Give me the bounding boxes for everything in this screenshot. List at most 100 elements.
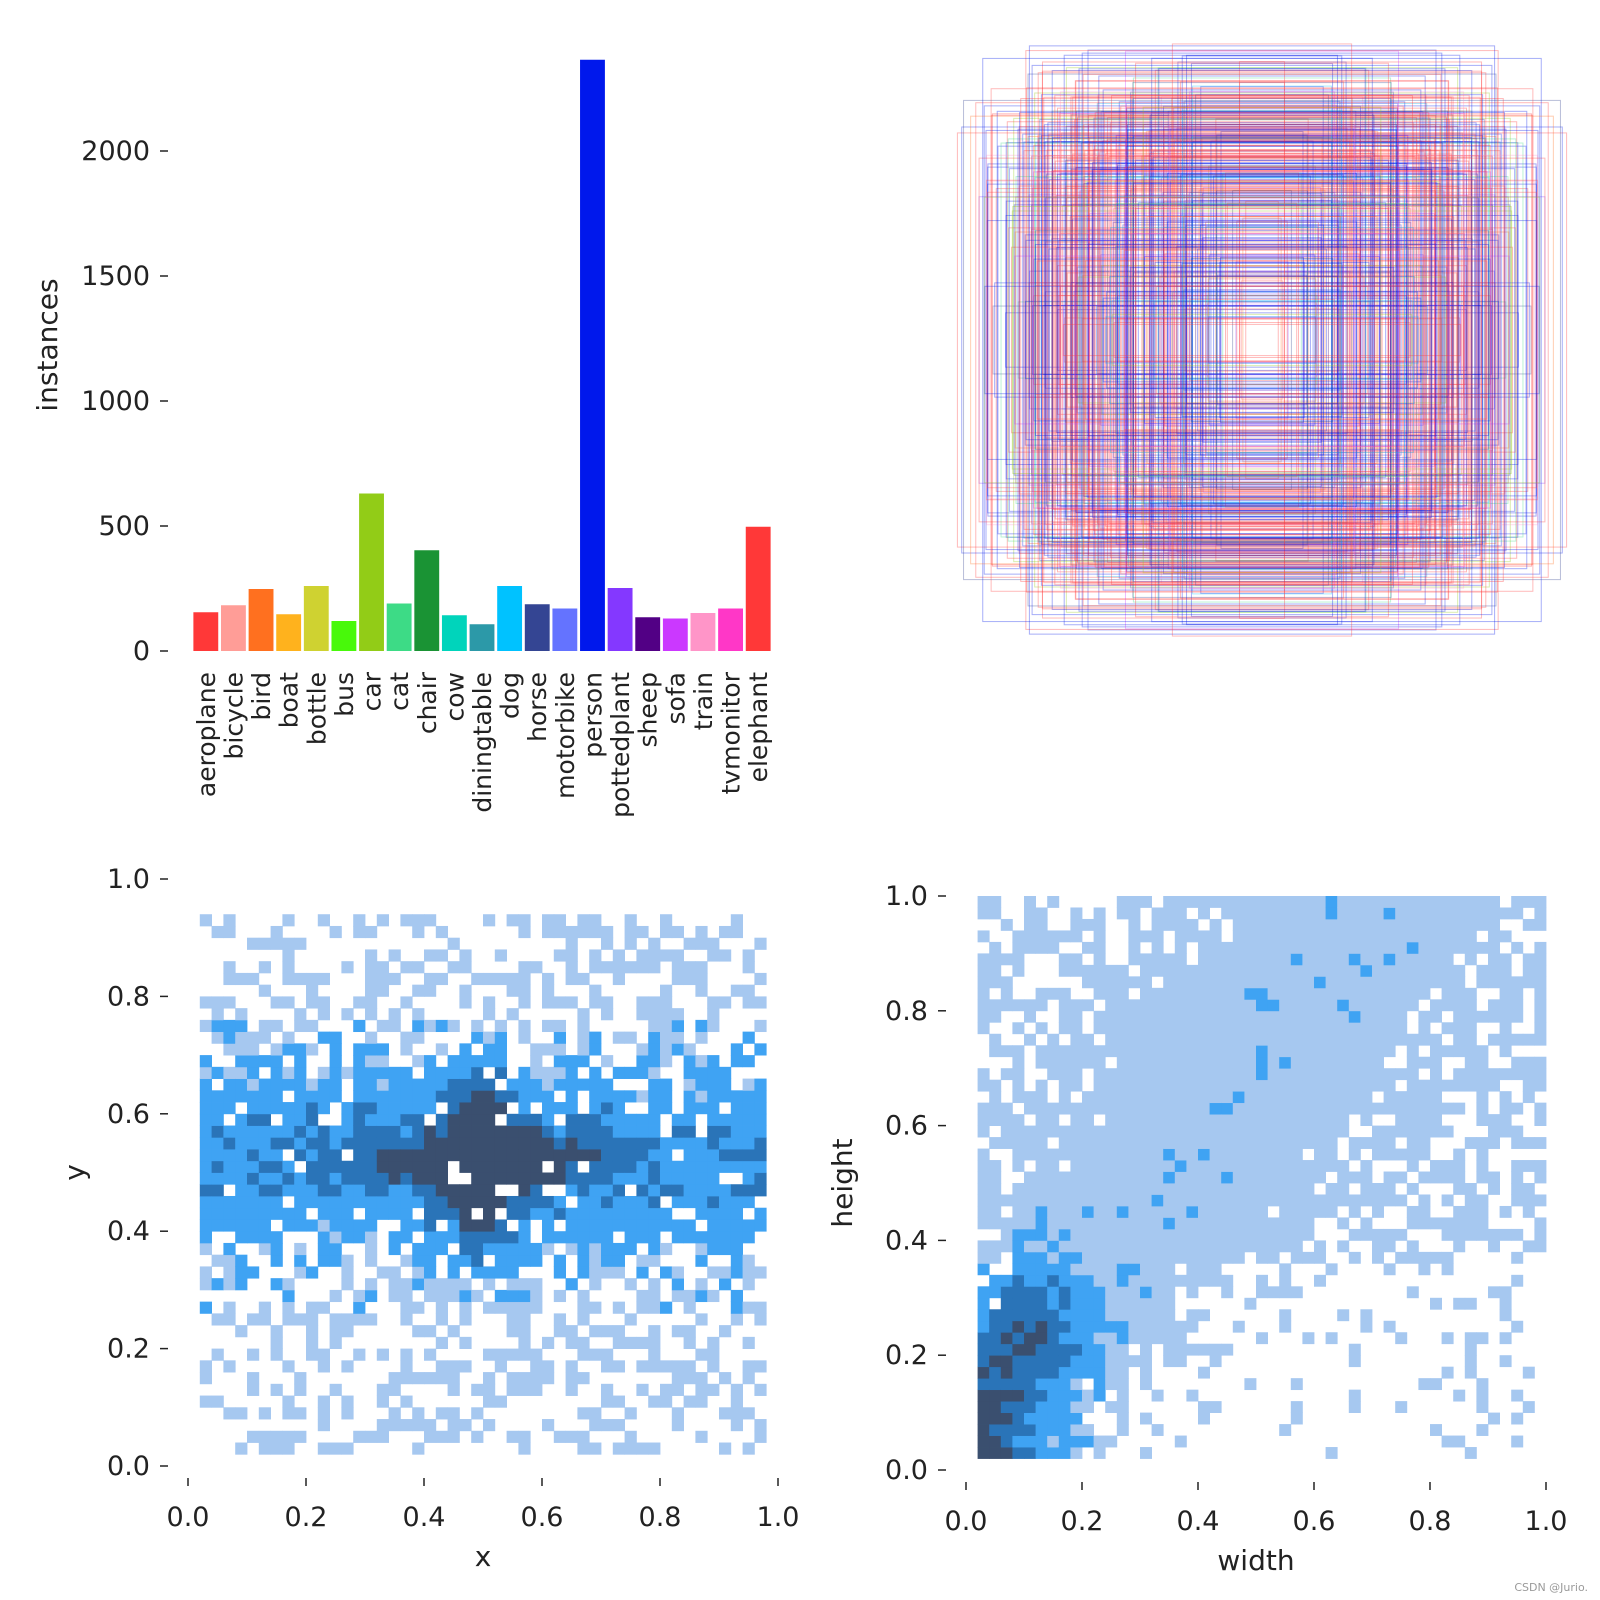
heat-cell [1024, 1217, 1036, 1230]
heat-cell [660, 1207, 673, 1220]
heat-cell [671, 1278, 684, 1291]
heat-cell [1058, 1355, 1071, 1368]
box-outline [1083, 183, 1441, 497]
heat-cell [329, 1149, 342, 1162]
heat-cell [1522, 1183, 1535, 1195]
heat-cell [1093, 1366, 1106, 1379]
heat-cell [400, 1278, 413, 1291]
heat-cell [1256, 1114, 1268, 1126]
heat-cell [211, 1184, 224, 1197]
heat-cell [683, 1078, 696, 1091]
box-outline [1079, 203, 1445, 477]
heat-cell [1256, 907, 1268, 920]
heat-cell [1522, 1194, 1535, 1207]
heat-cell [730, 1407, 743, 1420]
box-outline [1130, 94, 1394, 586]
heat-cell [530, 1113, 543, 1126]
heat-cell [1105, 1320, 1118, 1333]
heat-cell [977, 1343, 990, 1356]
heat-cell [1012, 1148, 1025, 1161]
heat-cell [412, 1372, 425, 1385]
heat-cell [388, 1160, 401, 1173]
heat-cell [695, 1372, 708, 1385]
heat-cell [1035, 1401, 1048, 1413]
heat-cell [1360, 1171, 1373, 1184]
heat-cell [730, 914, 743, 927]
heat-cell [1534, 1194, 1547, 1207]
box-outline [1081, 318, 1443, 362]
heat-cell [589, 1078, 602, 1091]
heat-cell [1372, 1125, 1384, 1138]
heat-cell [1418, 1010, 1431, 1023]
heat-cell [1337, 953, 1350, 966]
heat-cell [424, 1019, 437, 1033]
heat-cell [589, 1031, 602, 1044]
heat-cell [1279, 953, 1292, 966]
heat-cell [577, 1313, 590, 1326]
heat-cell [1093, 1263, 1106, 1276]
heat-cell [424, 1149, 437, 1162]
box-outline [1015, 196, 1509, 484]
box-outline [1137, 202, 1387, 478]
heat-cell [1140, 1183, 1152, 1195]
heat-cell [1128, 1102, 1141, 1115]
heat-cell [1383, 953, 1396, 966]
heat-cell [1232, 1137, 1245, 1149]
heat-cell [1522, 1056, 1535, 1069]
heat-cell [365, 1195, 378, 1209]
heat-cell [530, 1184, 543, 1197]
heat-cell [353, 1078, 366, 1091]
heat-cell [518, 1125, 531, 1138]
heat-cell [353, 1184, 366, 1197]
heat-cell [754, 1207, 767, 1220]
heat-cell [1000, 1045, 1013, 1058]
box-outline [1210, 140, 1314, 540]
heat-cell [1035, 1125, 1048, 1138]
heat-cell [447, 1019, 460, 1033]
heat-cell [1058, 1022, 1071, 1035]
y-tick-label: 1000 [81, 386, 150, 417]
heat-cell [1453, 941, 1466, 954]
box-outline [1166, 221, 1358, 459]
heat-cell [707, 1055, 720, 1068]
heat-cell [1093, 1148, 1106, 1161]
heat-cell [1151, 1171, 1164, 1184]
heat-cell [989, 1010, 1002, 1023]
heat-cell [258, 1090, 271, 1103]
box-outline [1126, 145, 1398, 535]
heat-cell [1511, 1435, 1524, 1448]
heat-cell [977, 1263, 990, 1276]
heat-cell [1186, 896, 1199, 908]
heat-cell [1070, 1355, 1083, 1368]
heat-cell [1000, 1424, 1013, 1436]
heat-cell [1418, 1171, 1431, 1184]
heat-cell [199, 914, 212, 927]
heat-cell [1058, 1205, 1071, 1218]
heat-cell [1024, 1148, 1036, 1161]
heat-cell [1348, 964, 1361, 977]
heat-cell [211, 1172, 224, 1185]
heat-cell [388, 1372, 401, 1385]
heat-cell [1163, 1320, 1176, 1333]
heat-cell [1534, 941, 1547, 954]
heat-cell [589, 925, 602, 939]
category-label: horse [523, 672, 552, 742]
heat-cell [577, 1301, 590, 1314]
heat-cell [1406, 1286, 1419, 1299]
box-outline [1058, 239, 1466, 441]
heat-cell [989, 1183, 1002, 1195]
heat-cell [282, 972, 295, 986]
heat-cell [1058, 1217, 1071, 1230]
heat-cell [553, 1313, 566, 1326]
heat-cell [365, 972, 378, 986]
heat-cell [282, 1442, 295, 1455]
heat-cell [494, 1360, 507, 1373]
heat-cell [1314, 987, 1326, 1000]
heat-cell [1105, 964, 1118, 977]
heat-cell [1116, 1091, 1129, 1104]
heat-cell [1337, 1217, 1350, 1230]
heat-cell [329, 1184, 342, 1197]
heat-cell [1337, 1102, 1350, 1115]
heat-cell [1163, 1033, 1176, 1046]
box-outline [1219, 261, 1305, 419]
